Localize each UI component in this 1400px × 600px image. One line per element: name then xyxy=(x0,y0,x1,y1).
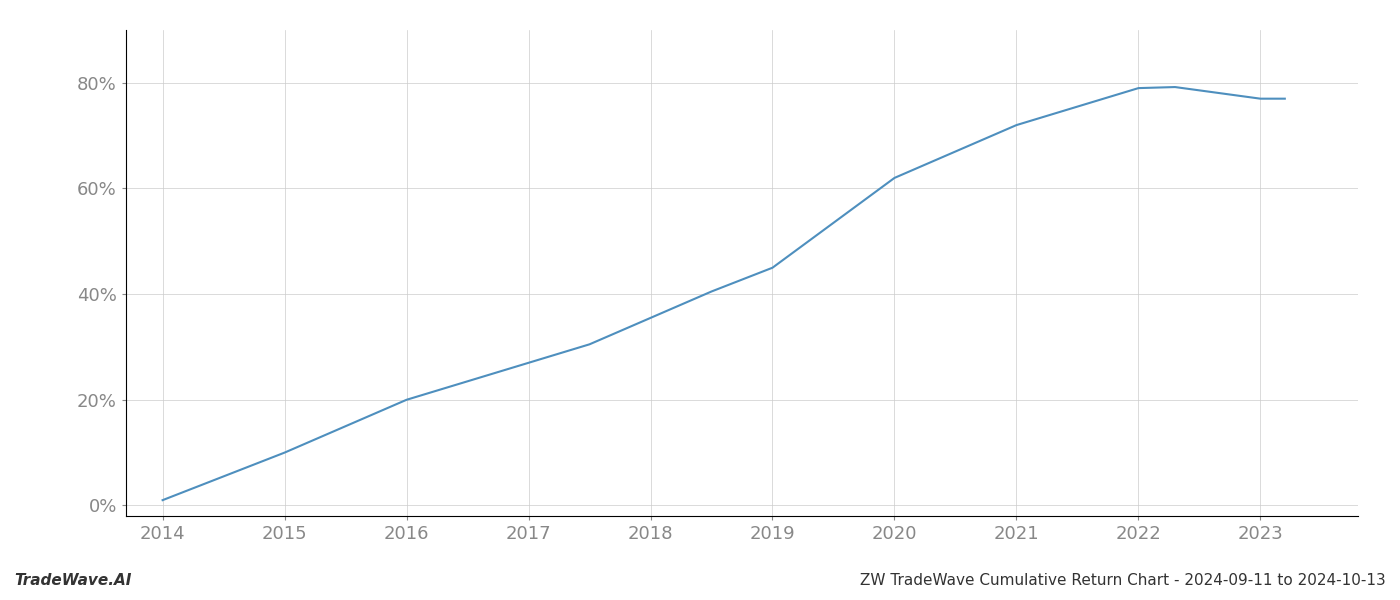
Text: TradeWave.AI: TradeWave.AI xyxy=(14,573,132,588)
Text: ZW TradeWave Cumulative Return Chart - 2024-09-11 to 2024-10-13: ZW TradeWave Cumulative Return Chart - 2… xyxy=(860,573,1386,588)
